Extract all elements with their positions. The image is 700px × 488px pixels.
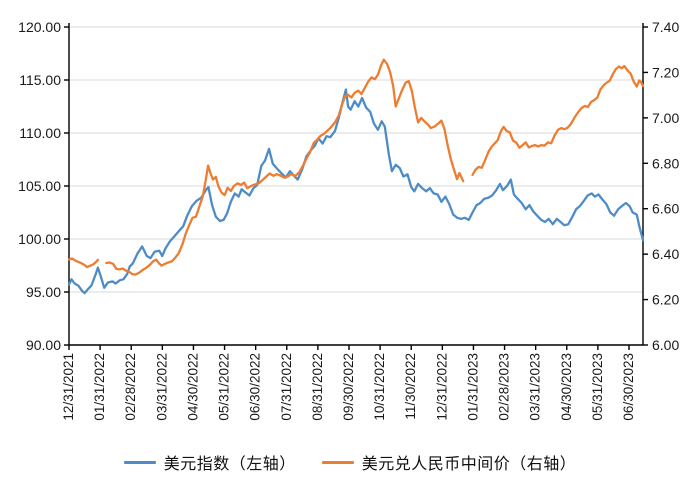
legend-swatch-usd-index xyxy=(123,460,156,464)
x-axis-tick-label: 05/31/2022 xyxy=(217,353,232,421)
legend-label-usdcny-parity: 美元兑人民币中间价（右轴） xyxy=(361,454,577,473)
x-axis-tick-label: 09/30/2022 xyxy=(341,353,356,421)
x-axis-tick-label: 07/31/2022 xyxy=(279,353,294,421)
right-axis-tick-label: 6.80 xyxy=(652,155,679,171)
x-axis-tick-label: 03/31/2022 xyxy=(154,353,169,421)
legend-item-usd-index: 美元指数（左轴） xyxy=(123,450,296,474)
legend-item-usdcny-parity: 美元兑人民币中间价（右轴） xyxy=(321,450,577,474)
x-axis-tick-label: 04/30/2023 xyxy=(559,353,574,421)
x-axis-tick-label: 03/31/2023 xyxy=(528,353,543,421)
right-axis-tick-label: 7.00 xyxy=(652,110,679,126)
legend-swatch-usdcny-parity xyxy=(321,460,354,464)
right-axis-tick-label: 7.40 xyxy=(652,19,679,35)
x-axis-tick-label: 04/30/2022 xyxy=(185,353,200,421)
x-axis-tick-label: 08/31/2022 xyxy=(310,353,325,421)
x-axis-tick-label: 11/30/2022 xyxy=(403,353,418,420)
x-axis-tick-label: 01/31/2023 xyxy=(465,353,480,421)
right-axis-tick-label: 6.40 xyxy=(652,246,679,262)
x-axis-tick-label: 10/31/2022 xyxy=(372,353,387,421)
usdcny-parity-line xyxy=(105,58,465,276)
x-axis-tick-label: 06/30/2022 xyxy=(248,353,263,421)
x-axis-tick-label: 06/30/2023 xyxy=(621,353,636,421)
left-axis-tick-label: 90.00 xyxy=(26,337,61,353)
x-axis-tick-label: 12/31/2021 xyxy=(61,353,76,421)
x-axis-tick-label: 05/31/2023 xyxy=(590,353,605,421)
right-axis-tick-label: 6.00 xyxy=(652,337,679,353)
left-axis-tick-label: 100.00 xyxy=(18,231,61,247)
x-axis-tick-label: 02/28/2023 xyxy=(497,353,512,421)
chart-legend: 美元指数（左轴） 美元兑人民币中间价（右轴） xyxy=(0,450,700,474)
usdcny-parity-line xyxy=(67,257,100,269)
left-axis-tick-label: 115.00 xyxy=(19,72,61,88)
left-axis-tick-label: 120.00 xyxy=(18,19,61,35)
left-axis-tick-label: 105.00 xyxy=(18,178,61,194)
right-axis-tick-label: 6.20 xyxy=(652,292,679,308)
x-axis-tick-label: 12/31/2022 xyxy=(434,353,449,421)
usdcny-parity-line xyxy=(471,64,645,177)
legend-label-usd-index: 美元指数（左轴） xyxy=(163,454,296,473)
left-axis-tick-label: 110.00 xyxy=(19,125,61,141)
left-axis-tick-label: 95.00 xyxy=(26,284,61,300)
right-axis-tick-label: 6.60 xyxy=(652,201,679,217)
right-axis-tick-label: 7.20 xyxy=(652,64,679,80)
x-axis-tick-label: 02/28/2022 xyxy=(123,353,138,421)
usd-index-line xyxy=(67,88,645,295)
x-axis-tick-label: 01/31/2022 xyxy=(92,353,107,421)
